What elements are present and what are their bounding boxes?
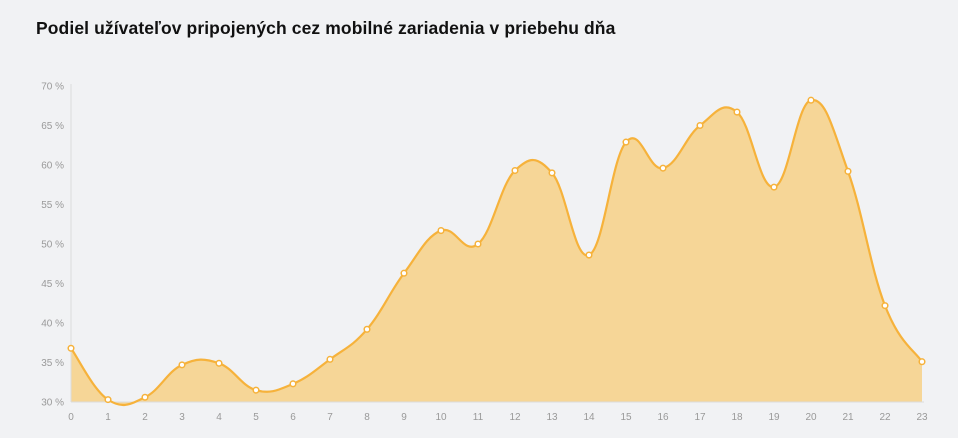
- x-tick-label: 7: [327, 412, 333, 423]
- data-point: [844, 167, 852, 175]
- data-point: [696, 121, 704, 130]
- x-tick-label: 3: [179, 412, 185, 423]
- data-point: [511, 166, 519, 175]
- data-point: [918, 358, 926, 366]
- x-tick-label: 18: [731, 412, 743, 423]
- x-tick-label: 6: [290, 412, 296, 423]
- y-tick-label: 45 %: [41, 279, 64, 290]
- y-tick-label: 70 %: [41, 82, 64, 93]
- y-tick-label: 50 %: [41, 240, 64, 251]
- x-tick-label: 10: [435, 412, 447, 423]
- data-point: [104, 396, 112, 404]
- data-point: [178, 361, 186, 369]
- data-point: [67, 344, 75, 352]
- x-tick-label: 1: [105, 412, 111, 423]
- x-tick-label: 9: [401, 412, 407, 423]
- data-point: [289, 380, 297, 388]
- data-point: [585, 251, 593, 259]
- data-point: [659, 164, 667, 172]
- y-tick-label: 55 %: [41, 200, 64, 211]
- data-point: [215, 359, 223, 367]
- x-tick-label: 0: [68, 412, 74, 423]
- x-tick-label: 23: [916, 412, 928, 423]
- x-tick-label: 16: [657, 412, 669, 423]
- data-point: [881, 302, 889, 310]
- x-tick-label: 2: [142, 412, 148, 423]
- x-tick-label: 5: [253, 412, 259, 423]
- y-tick-label: 60 %: [41, 161, 64, 172]
- x-tick-label: 14: [583, 412, 595, 423]
- x-tick-label: 15: [620, 412, 632, 423]
- x-tick-label: 12: [509, 412, 521, 423]
- x-tick-label: 20: [805, 412, 817, 423]
- data-point: [141, 393, 149, 401]
- data-point: [733, 108, 741, 116]
- x-tick-label: 22: [879, 412, 891, 423]
- data-point: [807, 96, 815, 104]
- y-tick-label: 30 %: [41, 398, 64, 409]
- x-tick-label: 19: [768, 412, 780, 423]
- x-tick-label: 11: [473, 412, 484, 423]
- x-tick-label: 13: [546, 412, 558, 423]
- chart-title: Podiel užívateľov pripojených cez mobiln…: [36, 18, 616, 38]
- data-point: [770, 183, 778, 191]
- data-point: [622, 138, 630, 146]
- series-line: [69, 99, 924, 407]
- x-tick-label: 8: [364, 412, 370, 423]
- data-point: [326, 355, 334, 363]
- x-tick-label: 4: [216, 412, 222, 423]
- y-tick-label: 35 %: [41, 358, 64, 369]
- data-point: [400, 269, 408, 277]
- y-tick-label: 65 %: [41, 121, 64, 132]
- x-tick-label: 17: [694, 412, 706, 423]
- data-point: [437, 227, 445, 235]
- x-tick-label: 21: [842, 412, 854, 423]
- data-point: [474, 240, 482, 248]
- area-fill: [71, 100, 922, 406]
- data-point: [252, 386, 260, 394]
- y-tick-label: 40 %: [41, 319, 64, 330]
- data-point: [363, 325, 371, 333]
- data-point: [548, 169, 556, 177]
